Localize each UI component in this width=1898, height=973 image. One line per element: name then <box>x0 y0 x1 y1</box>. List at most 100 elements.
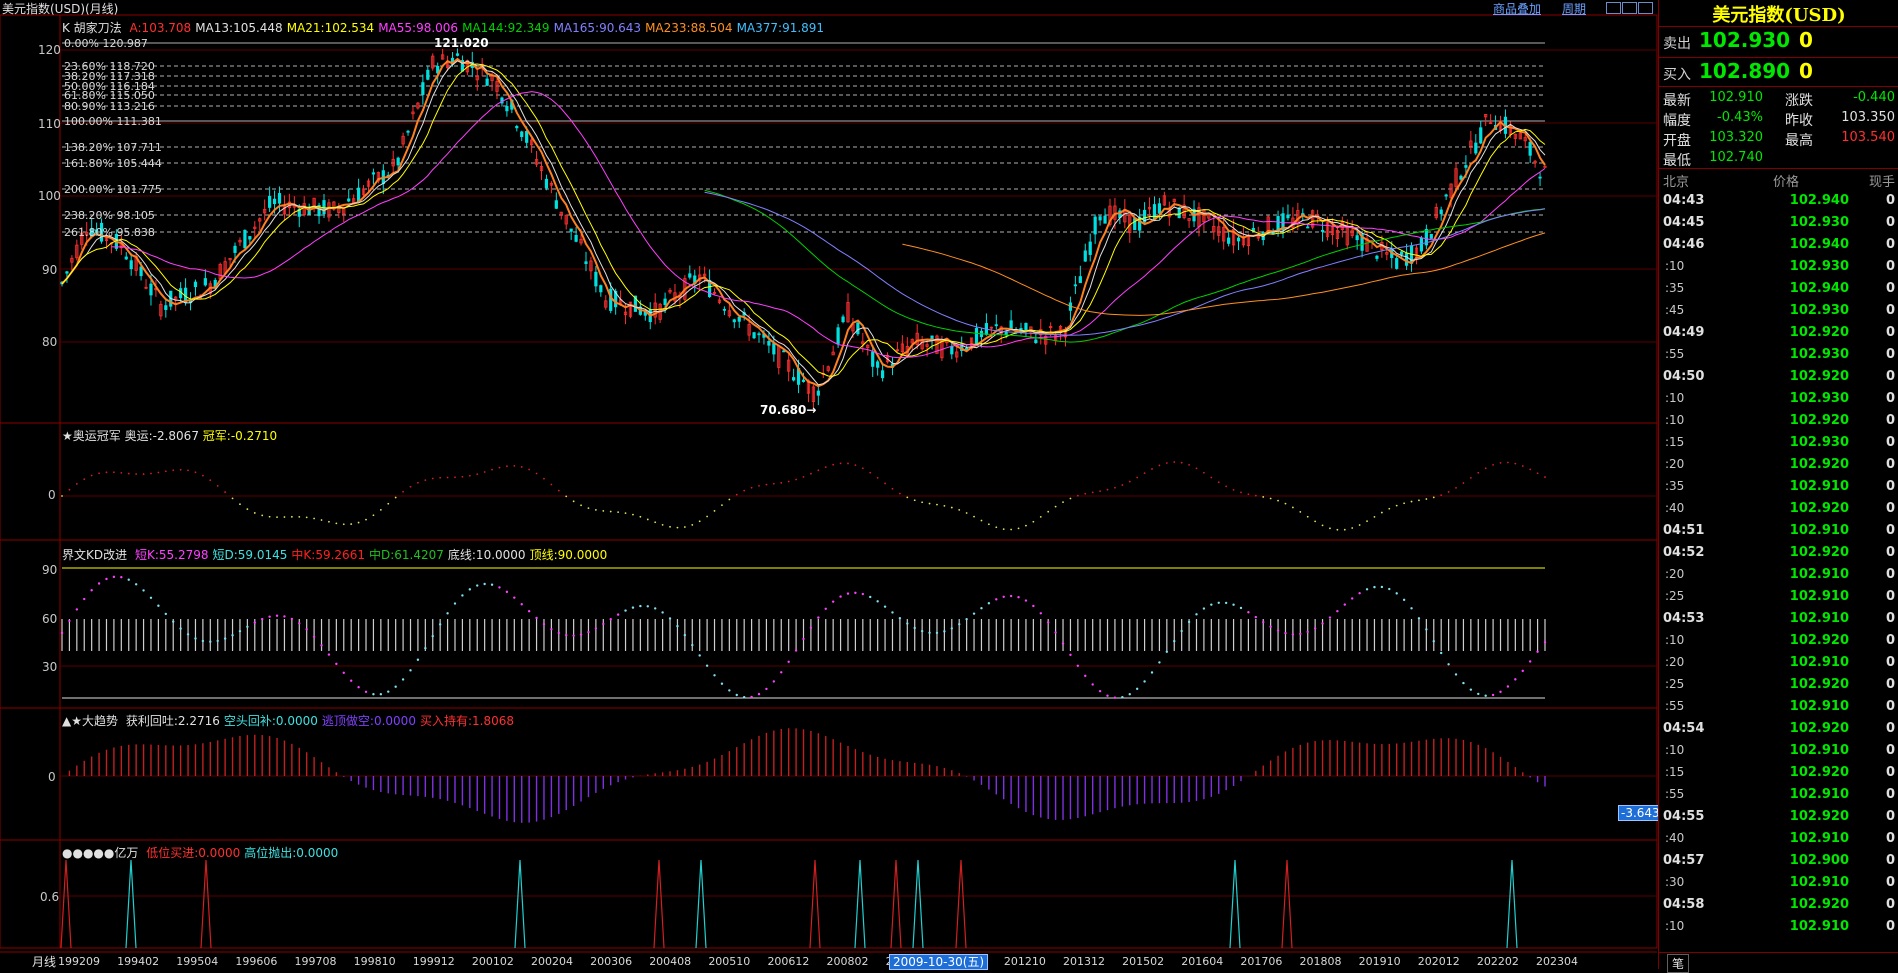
bottom-tab-label[interactable]: 笔 <box>1667 954 1690 973</box>
panel2-dot <box>387 502 390 505</box>
candle-body <box>253 226 257 229</box>
tick-price: 102.920 <box>1789 677 1849 692</box>
panel2-dot <box>216 484 219 487</box>
panel2-dot <box>1447 491 1450 493</box>
panel2-dot <box>1188 463 1190 466</box>
panel2-dot <box>61 495 63 497</box>
panel2-dot <box>965 512 968 514</box>
tick-time: 04:45 <box>1663 215 1705 230</box>
panel2-dot <box>113 471 115 474</box>
candle-body <box>505 106 509 112</box>
y-tick-110: 110 <box>38 117 61 131</box>
window-restore-icon[interactable] <box>1606 2 1621 14</box>
candle-body <box>436 65 440 74</box>
tick-row: :15 102.920 0 <box>1659 762 1898 784</box>
panel2-dot <box>743 489 746 492</box>
panel3-k-dot <box>209 640 212 643</box>
panel2-dot <box>528 468 531 471</box>
candle-body <box>272 198 277 205</box>
panel3-k-dot <box>772 680 776 683</box>
fib-level-label: 138.20% 107.711 <box>64 141 162 154</box>
panel2-dot <box>706 515 709 518</box>
candle-body <box>1073 284 1077 287</box>
panel5-spike <box>695 859 707 949</box>
panel2-dot <box>476 473 479 475</box>
panel3-y-tick-30: 30 <box>42 660 58 674</box>
panel2-dot <box>424 479 427 482</box>
tick-volume: 0 <box>1885 193 1895 208</box>
panel3-k-dot <box>275 614 279 617</box>
tick-row: :40 102.910 0 <box>1659 828 1898 850</box>
panel5-spike <box>514 859 526 949</box>
tick-time: 04:55 <box>1663 809 1705 824</box>
panel3-k-dot <box>253 621 256 624</box>
panel3-k-dot <box>483 582 486 586</box>
tick-price: 102.910 <box>1789 875 1849 890</box>
panel2-dot <box>1507 461 1509 464</box>
tick-volume: 0 <box>1885 413 1895 428</box>
tick-row: :30 102.910 0 <box>1659 872 1898 894</box>
panel3-k-dot <box>705 664 709 667</box>
candle-body <box>233 245 237 253</box>
candle-body <box>475 75 479 81</box>
tick-row: :10 102.910 0 <box>1659 740 1898 762</box>
panel2-dot <box>231 497 234 500</box>
panel3-k-dot <box>898 617 902 620</box>
panel3-k-dot <box>817 616 820 619</box>
panel2-dot <box>98 472 100 475</box>
chart-canvas[interactable] <box>0 0 1658 969</box>
panel3-k-dot <box>364 690 368 694</box>
tick-time: 04:58 <box>1663 897 1705 912</box>
tick-time: :25 <box>1665 589 1685 603</box>
panel2-dot <box>1499 461 1502 464</box>
panel2-dot <box>172 469 175 472</box>
panel3-k-dot <box>542 622 546 626</box>
fib-level-label: 23.60% 118.720 <box>64 60 155 73</box>
window-split-icon[interactable] <box>1622 2 1637 14</box>
panel3-k-dot <box>750 695 753 699</box>
x-axis-label: 200802 <box>826 955 869 968</box>
candle-body <box>1449 183 1453 199</box>
bottom-tab[interactable]: 笔 <box>1659 952 1898 973</box>
candle-body <box>431 55 435 69</box>
panel2-dot <box>1291 506 1294 509</box>
panel3-k-dot <box>476 584 479 587</box>
x-axis-label: 201210 <box>1003 955 1046 968</box>
panel2-dot <box>305 516 308 519</box>
panel3-k-dot <box>691 643 694 647</box>
panel2-dot <box>483 471 486 473</box>
panel2-dot <box>224 491 227 493</box>
panel2-dot <box>772 482 775 485</box>
panel2-dot <box>891 487 894 490</box>
tick-time: :35 <box>1665 479 1685 493</box>
tick-price: 102.920 <box>1789 501 1849 516</box>
candle-body <box>737 316 741 322</box>
period-link[interactable]: 周期 <box>1562 2 1587 16</box>
candle-body <box>1142 209 1147 223</box>
panel2-dot <box>898 492 901 495</box>
candle-body <box>1533 160 1537 164</box>
panel2-dot <box>1106 488 1109 491</box>
panel3-k-dot <box>1351 597 1354 600</box>
panel2-dot <box>1455 486 1457 489</box>
panel2-dot <box>127 472 130 475</box>
overlay-link[interactable]: 商品叠加 <box>1493 2 1542 16</box>
panel3-k-dot <box>490 583 494 586</box>
panel5-spike <box>1229 859 1241 949</box>
panel2-dot <box>943 504 946 507</box>
tick-row: 04:55 102.920 0 <box>1659 806 1898 828</box>
candle-body <box>396 157 400 166</box>
candle-body <box>801 379 806 382</box>
panel2-dot <box>639 515 642 518</box>
tick-time: :20 <box>1665 655 1685 669</box>
tick-row: :25 102.920 0 <box>1659 674 1898 696</box>
panel2-dot <box>1514 462 1517 465</box>
tick-price: 102.920 <box>1789 545 1849 560</box>
tick-volume: 0 <box>1885 699 1895 714</box>
candle-body <box>70 257 74 263</box>
panel3-k-dot <box>1499 690 1502 694</box>
window-max-icon[interactable] <box>1638 2 1653 14</box>
panel2-dot <box>847 462 849 465</box>
chart-area[interactable]: 美元指数(USD)(月线) 商品叠加 周期 K 胡家刀法 A:103.708 MA… <box>0 0 1663 970</box>
tick-time: :55 <box>1665 347 1685 361</box>
